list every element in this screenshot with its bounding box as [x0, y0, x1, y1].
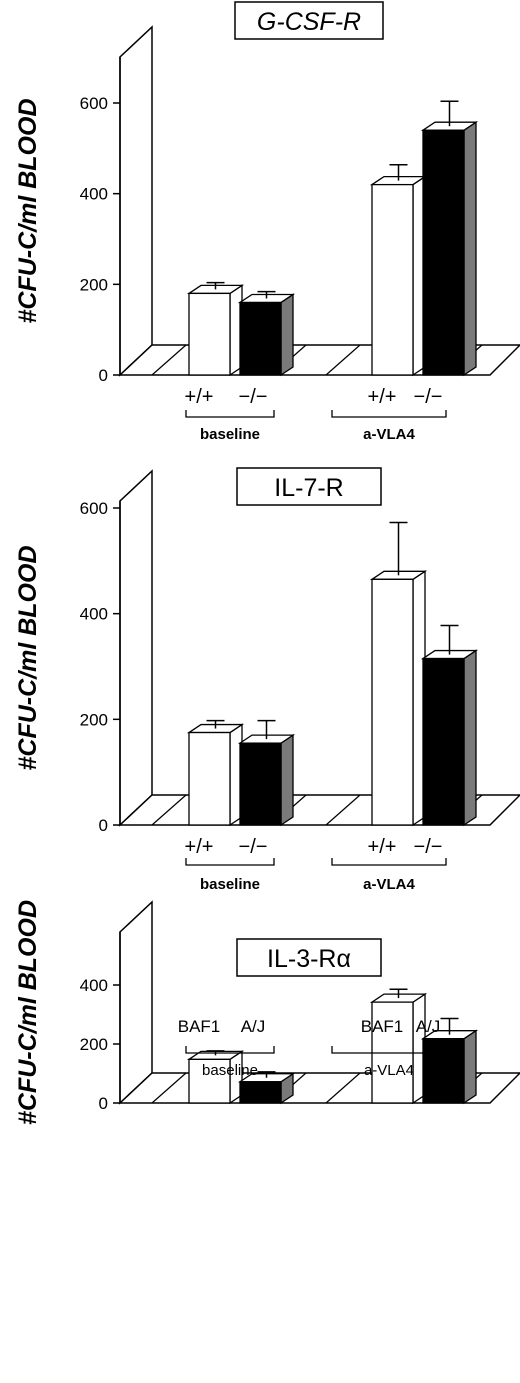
bar-front	[422, 129, 465, 376]
bar	[369, 163, 428, 377]
group-label: a-VLA4	[363, 426, 415, 443]
y-tick-label: 200	[80, 710, 108, 729]
group-bracket	[185, 858, 275, 866]
bar	[186, 1050, 245, 1105]
bar-front	[239, 1081, 282, 1104]
category-label: +/+	[185, 386, 214, 408]
bar-front	[239, 301, 282, 376]
group-bracket	[185, 1046, 275, 1054]
chart-panel-3: 0 200 400 #CFU-C/ml BLOOD IL-3-Rα BAF1 A/J base…	[14, 900, 520, 1125]
y-tick-label: 600	[80, 94, 108, 113]
bar	[420, 1017, 479, 1105]
category-label: −/−	[239, 836, 268, 858]
back-wall	[119, 469, 153, 827]
bar	[186, 719, 245, 827]
category-label: BAF1	[178, 1017, 221, 1036]
y-axis-label: #CFU-C/ml BLOOD	[14, 546, 42, 771]
category-label: A/J	[241, 1017, 266, 1036]
category-label: BAF1	[361, 1017, 404, 1036]
y-axis-label: #CFU-C/ml BLOOD	[14, 99, 42, 324]
y-tick-label: 600	[80, 499, 108, 518]
bar-front	[371, 578, 414, 826]
bar-side	[280, 733, 294, 827]
group-bracket	[331, 410, 447, 418]
group-label: baseline	[200, 876, 260, 893]
chart-title-box	[236, 467, 382, 506]
category-label: +/+	[368, 386, 397, 408]
bar	[420, 624, 479, 827]
bar-front	[188, 1058, 231, 1104]
bar	[237, 1071, 296, 1105]
bar	[237, 290, 296, 377]
category-label: −/−	[239, 386, 268, 408]
chart-title: IL-3-Rα	[267, 945, 351, 973]
y-tick-label: 400	[80, 605, 108, 624]
y-tick-label: 400	[80, 976, 108, 995]
bar-side	[280, 293, 294, 377]
group-label: baseline	[200, 426, 260, 443]
category-label: −/−	[414, 836, 443, 858]
y-tick-label: 200	[80, 275, 108, 294]
category-label: A/J	[416, 1017, 441, 1036]
category-label: +/+	[368, 836, 397, 858]
back-wall	[119, 25, 153, 377]
bar-front	[422, 1038, 465, 1104]
bar-front	[239, 742, 282, 826]
category-label: −/−	[414, 386, 443, 408]
group-label: baseline	[202, 1062, 258, 1079]
group-bracket	[185, 410, 275, 418]
group-bracket	[331, 858, 447, 866]
bar	[186, 281, 245, 377]
group-label: a-VLA4	[364, 1062, 414, 1079]
y-tick-label: 0	[99, 366, 108, 385]
bar	[237, 719, 296, 827]
floor-divider	[151, 344, 187, 376]
bar-front	[188, 731, 231, 826]
group-label: a-VLA4	[363, 876, 415, 893]
bar-front	[371, 183, 414, 376]
chart-panel-2: 0 200 400 600 #CFU-C/ml BLOOD IL-7-R +/+ −/− bas…	[14, 467, 520, 893]
floor-divider	[325, 794, 361, 826]
floor-divider	[151, 1072, 187, 1104]
floor-divider	[151, 794, 187, 826]
bar-side	[463, 649, 477, 827]
floor-divider	[325, 344, 361, 376]
floor-divider	[325, 1072, 361, 1104]
y-axis-label: #CFU-C/ml BLOOD	[14, 900, 42, 1125]
y-tick-label: 200	[80, 1035, 108, 1054]
chart-title: IL-7-R	[274, 474, 343, 502]
y-tick-label: 0	[99, 1094, 108, 1113]
chart-title-box	[236, 938, 382, 977]
category-label: +/+	[185, 836, 214, 858]
y-tick-label: 400	[80, 185, 108, 204]
bar-front	[188, 292, 231, 376]
y-tick-label: 0	[99, 816, 108, 835]
chart-panel-1: 0 200 400 600 #CFU-C/ml BLOOD G-CSF-R +/+ −/− ba…	[14, 1, 520, 443]
bar-front	[422, 657, 465, 826]
bar-side	[463, 1029, 477, 1105]
bar-side	[463, 120, 477, 377]
chart-title-box	[234, 1, 384, 40]
chart-title: G-CSF-R	[257, 8, 361, 36]
bar	[369, 521, 428, 827]
bar	[420, 100, 479, 377]
group-bracket	[331, 1046, 447, 1054]
back-wall	[119, 900, 153, 1105]
bar	[369, 988, 428, 1105]
